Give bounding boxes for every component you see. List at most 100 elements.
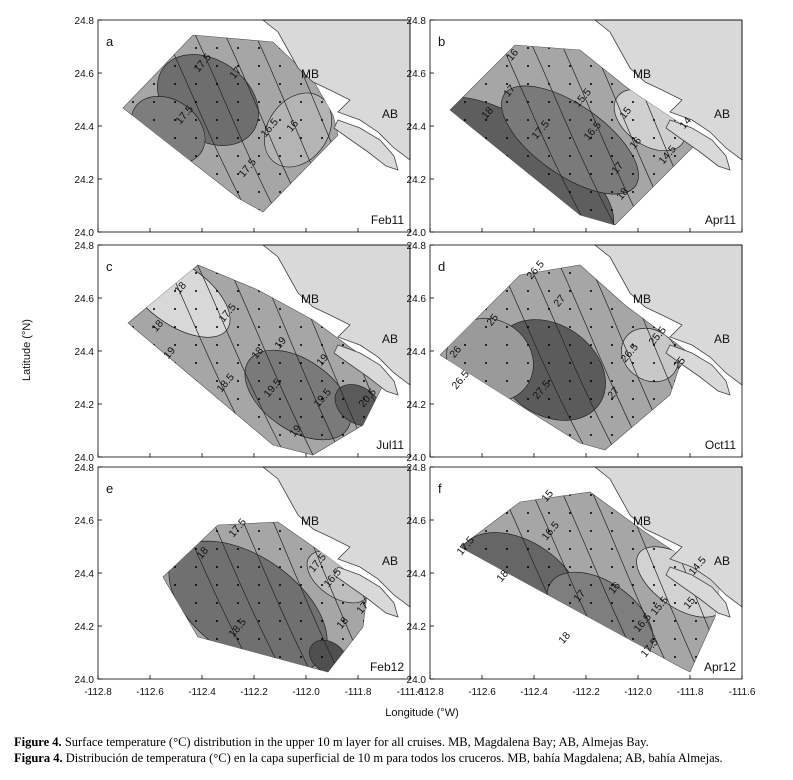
- station: [216, 344, 218, 346]
- station: [485, 83, 487, 85]
- isotherm: [247, 522, 343, 672]
- station: [258, 326, 260, 328]
- station: [632, 416, 634, 418]
- station: [363, 602, 365, 604]
- station: [485, 362, 487, 364]
- station: [174, 83, 176, 85]
- bay-label: AB: [382, 554, 398, 568]
- station: [506, 326, 508, 328]
- station: [279, 434, 281, 436]
- station: [174, 101, 176, 103]
- y-tick-label: 24.2: [407, 400, 427, 411]
- cruise-label: Apr12: [704, 660, 736, 674]
- station: [569, 530, 571, 532]
- station: [506, 566, 508, 568]
- x-tick-label: -112.6: [136, 687, 164, 698]
- station: [611, 602, 613, 604]
- station: [132, 101, 134, 103]
- isotherm: [187, 522, 287, 672]
- station: [342, 398, 344, 400]
- station: [590, 548, 592, 550]
- station: [300, 620, 302, 622]
- station: [506, 290, 508, 292]
- y-tick-label: 24.6: [75, 516, 95, 527]
- station: [342, 344, 344, 346]
- station: [321, 101, 323, 103]
- station: [548, 380, 550, 382]
- temperature-zone: [264, 92, 332, 168]
- station: [548, 398, 550, 400]
- y-tick-label: 24.6: [407, 69, 427, 80]
- cruise-label: Apr11: [705, 213, 736, 227]
- station: [485, 530, 487, 532]
- station: [464, 119, 466, 121]
- station: [216, 290, 218, 292]
- panel-letter: f: [438, 481, 442, 496]
- y-tick-label: 24.4: [407, 569, 427, 580]
- y-tick-label: 24.6: [407, 294, 427, 305]
- station: [300, 119, 302, 121]
- station: [506, 512, 508, 514]
- station: [632, 530, 634, 532]
- station: [174, 65, 176, 67]
- station: [237, 119, 239, 121]
- panel-letter: d: [438, 259, 445, 274]
- isotherm: [549, 45, 647, 225]
- station: [237, 173, 239, 175]
- station: [674, 155, 676, 157]
- x-tick-label: -112.2: [572, 687, 600, 698]
- x-tick-label: -111.6: [397, 687, 424, 698]
- station: [611, 584, 613, 586]
- station: [632, 101, 634, 103]
- station: [569, 398, 571, 400]
- station: [653, 137, 655, 139]
- panel-letter: e: [106, 481, 113, 496]
- station: [279, 101, 281, 103]
- panel-letter: b: [438, 34, 445, 49]
- station: [527, 308, 529, 310]
- station: [237, 530, 239, 532]
- station: [527, 362, 529, 364]
- station: [506, 344, 508, 346]
- station: [174, 566, 176, 568]
- station: [632, 362, 634, 364]
- y-tick-label: 24.8: [407, 16, 427, 27]
- station: [258, 137, 260, 139]
- station: [611, 434, 613, 436]
- station: [216, 101, 218, 103]
- cruise-label: Feb12: [370, 660, 404, 674]
- station: [195, 83, 197, 85]
- station: [258, 191, 260, 193]
- station: [611, 416, 613, 418]
- station: [611, 191, 613, 193]
- station: [258, 620, 260, 622]
- station: [195, 290, 197, 292]
- panel-letter: c: [106, 259, 113, 274]
- station: [195, 620, 197, 622]
- station: [674, 620, 676, 622]
- station: [279, 398, 281, 400]
- station: [237, 155, 239, 157]
- station: [195, 47, 197, 49]
- temperature-zone: [621, 327, 679, 383]
- barrier-island: [333, 344, 399, 396]
- station: [590, 398, 592, 400]
- station: [653, 398, 655, 400]
- station: [300, 566, 302, 568]
- station: [216, 380, 218, 382]
- station: [237, 344, 239, 346]
- station: [258, 47, 260, 49]
- station: [300, 656, 302, 658]
- coast-land: [593, 466, 743, 608]
- station: [506, 65, 508, 67]
- x-tick-label: -112.0: [624, 687, 652, 698]
- station: [300, 344, 302, 346]
- station: [258, 83, 260, 85]
- station: [174, 584, 176, 586]
- station: [321, 344, 323, 346]
- station: [632, 398, 634, 400]
- x-tick-label: -111.8: [677, 687, 704, 698]
